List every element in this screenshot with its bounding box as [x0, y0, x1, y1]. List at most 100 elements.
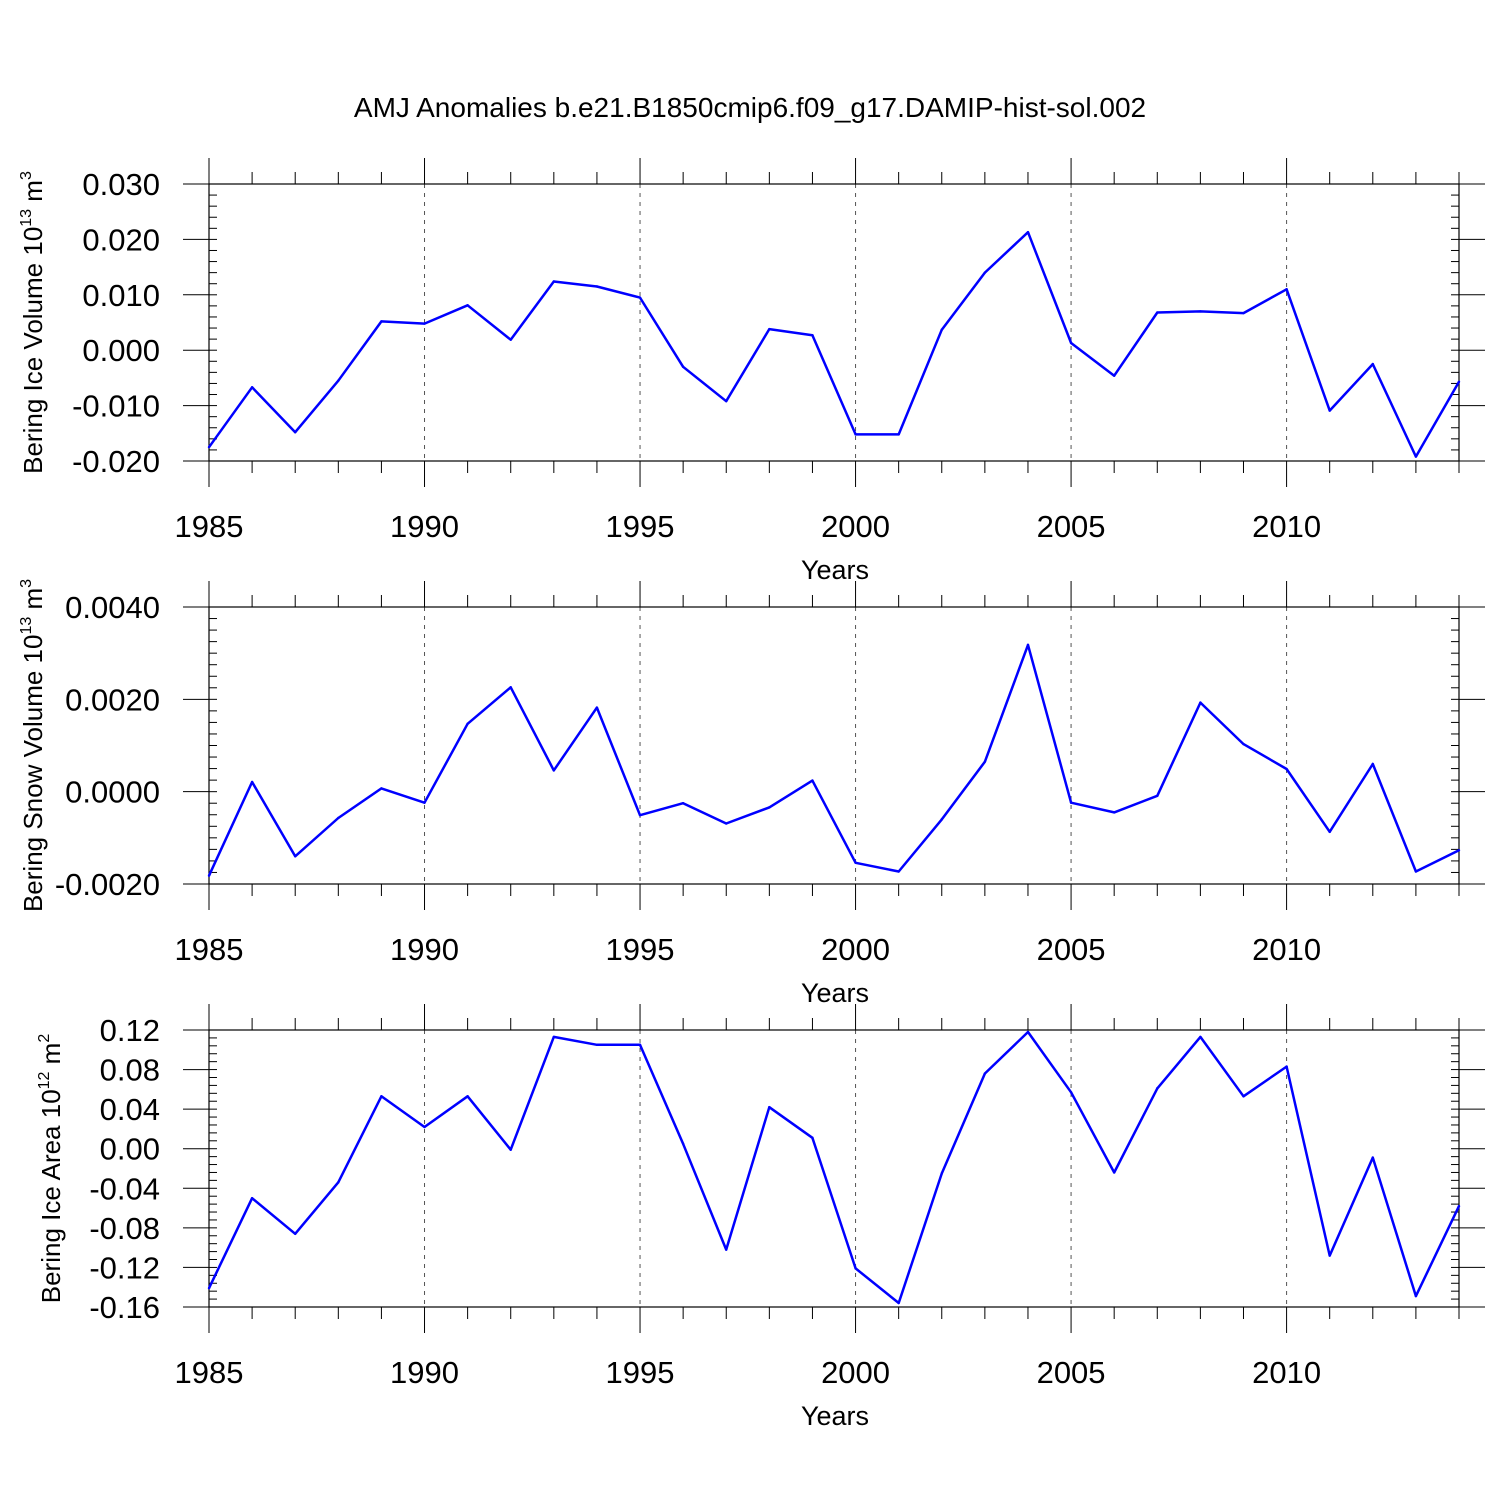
x-tick-label: 2000 [821, 1355, 890, 1390]
data-point [1414, 1294, 1418, 1298]
data-point [250, 386, 254, 389]
panel-3: -0.16 -0.12 -0.08 -0.04 0.00 0.04 0.08 0.12 1985… [36, 1004, 1485, 1431]
data-point [1242, 311, 1245, 315]
data-point [552, 280, 556, 283]
x-axis-label: Years [801, 978, 869, 1008]
data-point [380, 1095, 383, 1098]
data-point [1371, 762, 1374, 766]
x-tick-label: 2000 [821, 509, 890, 544]
data-point [552, 1035, 556, 1039]
data-point [1285, 288, 1288, 291]
data-point [509, 338, 512, 341]
data-point [811, 1136, 814, 1140]
x-tick-label: 1990 [390, 932, 459, 967]
y-tick-label: -0.0020 [55, 867, 160, 902]
data-point [1285, 1065, 1288, 1068]
data-point [854, 1267, 857, 1270]
chart-title: AMJ Anomalies b.e21.B1850cmip6.f09_g17.D… [354, 92, 1146, 123]
data-point [854, 861, 857, 864]
data-point [1069, 1091, 1073, 1094]
data-point [1457, 849, 1461, 852]
data-point [940, 818, 943, 821]
series-line [207, 1030, 1461, 1305]
data-point [466, 304, 469, 307]
data-point [337, 1181, 340, 1184]
y-axis-label: Bering Snow Volume 1013 m3 [18, 579, 48, 912]
data-point [509, 686, 512, 689]
data-point [1371, 1156, 1374, 1159]
data-point [250, 780, 254, 784]
data-point [1242, 742, 1245, 746]
plot-frame [208, 1029, 1460, 1308]
x-tick-label: 2005 [1037, 932, 1106, 967]
series-line [207, 643, 1460, 877]
data-point [725, 1248, 728, 1251]
data-point [725, 822, 728, 825]
data-point [638, 1043, 642, 1047]
y-tick-label: 0.12 [100, 1013, 160, 1048]
y-tick-label: 0.04 [100, 1092, 160, 1127]
data-point [423, 1125, 426, 1129]
x-tick-label: 1995 [606, 1355, 675, 1390]
y-tick-label: 0.010 [82, 278, 160, 313]
data-point [983, 1072, 987, 1075]
data-point [768, 1105, 771, 1109]
data-point [466, 722, 469, 726]
data-point [294, 855, 297, 858]
x-tick-label: 1985 [175, 509, 244, 544]
data-point [552, 769, 556, 772]
data-point [1026, 230, 1030, 234]
y-tick-label: 0.030 [82, 167, 160, 202]
data-point [1069, 801, 1073, 804]
x-tick-label: 1985 [175, 932, 244, 967]
data-point [380, 320, 383, 323]
data-point [207, 445, 211, 449]
data-point [380, 787, 383, 790]
data-point [294, 430, 297, 434]
data-point [509, 1148, 512, 1151]
data-point [854, 433, 857, 436]
data-point [681, 365, 685, 369]
data-point [1242, 1095, 1245, 1098]
data-point [595, 1043, 599, 1047]
data-point [1026, 643, 1030, 647]
plot-frame [208, 183, 1460, 462]
x-tick-label: 2010 [1252, 1355, 1321, 1390]
data-point [1156, 311, 1159, 314]
y-tick-label: -0.08 [89, 1211, 160, 1246]
y-tick-label: 0.0020 [65, 682, 160, 717]
x-tick-label: 2005 [1037, 1355, 1106, 1390]
data-point [1414, 455, 1418, 458]
data-point [1457, 380, 1461, 383]
data-point [423, 322, 426, 325]
data-point [940, 1172, 943, 1175]
y-axis-label: Bering Ice Area 1012 m2 [36, 1034, 66, 1304]
x-axis-label: Years [801, 555, 869, 585]
y-tick-label: -0.04 [89, 1171, 160, 1206]
data-point [983, 271, 987, 274]
x-tick-label: 2005 [1037, 509, 1106, 544]
data-point [811, 334, 814, 337]
data-point [250, 1196, 254, 1200]
y-tick-label: 0.00 [100, 1132, 160, 1167]
x-tick-label: 1995 [606, 509, 675, 544]
data-point [337, 379, 340, 382]
data-point [768, 327, 771, 331]
data-point [1156, 794, 1159, 798]
data-point [1199, 310, 1202, 313]
data-point [681, 802, 685, 805]
data-point [1026, 1030, 1030, 1034]
x-tick-label: 2000 [821, 932, 890, 967]
data-point [1328, 1254, 1331, 1257]
y-tick-label: 0.020 [82, 222, 160, 257]
y-tick-label: -0.020 [72, 444, 160, 479]
data-point [1112, 374, 1116, 377]
data-point [1371, 362, 1374, 366]
data-point [940, 328, 943, 331]
y-tick-label: -0.010 [72, 389, 160, 424]
data-point [983, 760, 987, 763]
data-point [1069, 341, 1073, 345]
panel-2: -0.0020 0.0000 0.0020 0.0040 1985 1990 1995 200… [18, 579, 1485, 1008]
data-point [1285, 767, 1288, 771]
